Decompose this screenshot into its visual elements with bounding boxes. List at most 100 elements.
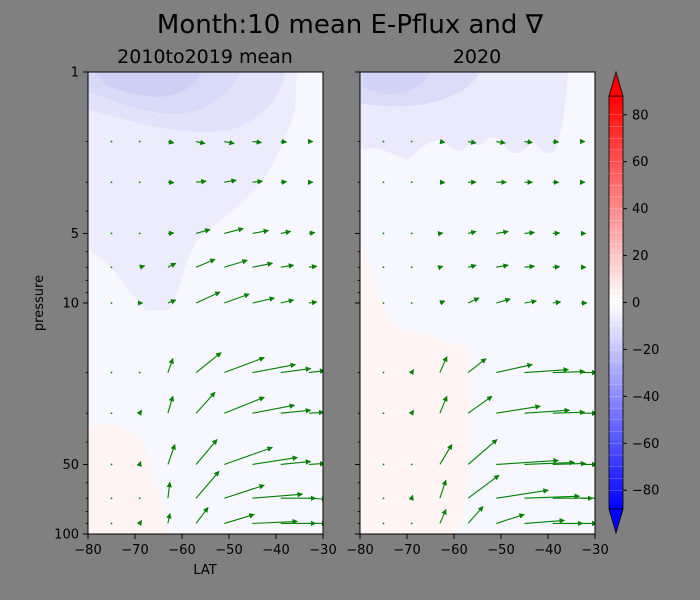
left-quiver (110, 138, 323, 527)
y-axis-label: pressure (32, 275, 47, 331)
quiver-arrow (167, 139, 175, 145)
colorbar-tick-label: 80 (632, 108, 649, 123)
quiver-arrow (280, 229, 292, 236)
quiver-arrow (410, 232, 413, 235)
x-tick-label: −60 (440, 543, 467, 558)
left-contour-field (88, 72, 323, 534)
left-x-axis: −80 −70 −60 −50 −40 −30 (74, 534, 337, 558)
quiver-arrow (224, 259, 248, 268)
x-axis-label: LAT (193, 563, 216, 578)
x-tick-label: −40 (534, 543, 561, 558)
quiver-arrow (552, 460, 587, 467)
quiver-arrow (308, 368, 323, 374)
quiver-arrow (167, 262, 177, 268)
quiver-arrow (496, 362, 533, 374)
quiver-arrow (439, 356, 448, 373)
quiver-arrow (138, 497, 141, 500)
quiver-arrow (166, 512, 172, 524)
quiver-arrow (110, 522, 113, 525)
quiver-arrow (224, 356, 265, 374)
quiver-arrow (439, 179, 446, 185)
quiver-arrow (252, 362, 297, 374)
quiver-arrow (195, 391, 216, 414)
quiver-arrow (224, 293, 250, 304)
x-tick-label: −40 (262, 543, 289, 558)
quiver-arrow (382, 522, 385, 525)
quiver-arrow (167, 179, 175, 186)
quiver-arrow (224, 227, 244, 234)
quiver-arrow (408, 369, 415, 376)
y-tick-label: 5 (71, 227, 79, 242)
quiver-arrow (524, 459, 576, 466)
quiver-arrow (196, 178, 207, 185)
quiver-arrow (496, 404, 541, 414)
x-tick-label: −70 (393, 543, 420, 558)
quiver-arrow (437, 265, 444, 271)
quiver-arrow (136, 409, 143, 416)
x-tick-label: −50 (487, 543, 514, 558)
quiver-arrow (224, 178, 237, 184)
quiver-arrow (167, 358, 174, 373)
quiver-arrow (467, 358, 487, 373)
quiver-arrow (166, 481, 173, 499)
quiver-arrow (382, 463, 385, 466)
figure-title: Month:10 mean E-Pflux and ∇ (157, 10, 544, 40)
quiver-arrow (308, 461, 323, 467)
quiver-arrow (280, 366, 312, 374)
quiver-arrow (524, 493, 581, 500)
quiver-arrow (280, 179, 288, 185)
quiver-arrow (439, 508, 447, 524)
x-tick-label: −30 (581, 543, 608, 558)
quiver-arrow (467, 263, 477, 270)
quiver-arrow (382, 497, 385, 500)
quiver-arrow (496, 513, 525, 524)
quiver-arrow (408, 494, 414, 501)
quiver-arrow (467, 229, 477, 236)
quiver-arrow (410, 463, 413, 466)
colorbar-tick-label: 0 (632, 296, 640, 311)
quiver-arrow (195, 291, 221, 304)
colorbar-tick-label: −60 (632, 437, 659, 452)
quiver-arrow (195, 439, 218, 465)
y-tick-label: 1 (71, 66, 79, 81)
quiver-arrow (552, 299, 562, 306)
quiver-arrow (496, 458, 559, 466)
quiver-arrow (167, 395, 175, 414)
quiver-arrow (382, 302, 385, 304)
quiver-arrow (467, 297, 480, 304)
x-tick-label: −80 (74, 543, 101, 558)
quiver-arrow (252, 178, 264, 185)
quiver-arrow (410, 302, 413, 304)
x-tick-label: −70 (121, 543, 148, 558)
quiver-arrow (136, 519, 143, 527)
quiver-arrow (496, 139, 506, 145)
x-tick-label: −30 (309, 543, 336, 558)
quiver-arrow (138, 181, 141, 184)
colorbar-tick-label: −40 (632, 390, 659, 405)
x-tick-label: −80 (346, 543, 373, 558)
quiver-arrow (308, 299, 318, 306)
left-panel: 2010to2019 mean 1 5 10 50 100 −80 −70 −60 −50 −4… (32, 46, 337, 578)
quiver-arrow (524, 139, 534, 145)
quiver-arrow (252, 403, 296, 414)
quiver-arrow (195, 258, 216, 268)
quiver-arrow (552, 368, 586, 375)
quiver-arrow (110, 266, 113, 269)
quiver-arrow (280, 298, 295, 304)
right-x-axis: −80 −70 −60 −50 −40 −30 (346, 534, 609, 558)
quiver-arrow (524, 518, 566, 524)
quiver-arrow (410, 266, 413, 269)
quiver-arrow (437, 231, 444, 237)
quiver-arrow (308, 264, 318, 270)
quiver-arrow (110, 371, 113, 374)
quiver-arrow (467, 439, 498, 465)
quiver-arrow (252, 491, 304, 499)
quiver-arrow (382, 412, 385, 415)
y-tick-label: 50 (62, 458, 79, 473)
quiver-arrow (195, 506, 209, 524)
y-tick-label: 100 (54, 528, 79, 543)
quiver-arrow (252, 518, 299, 525)
quiver-arrow (382, 181, 385, 184)
quiver-arrow (467, 474, 500, 499)
